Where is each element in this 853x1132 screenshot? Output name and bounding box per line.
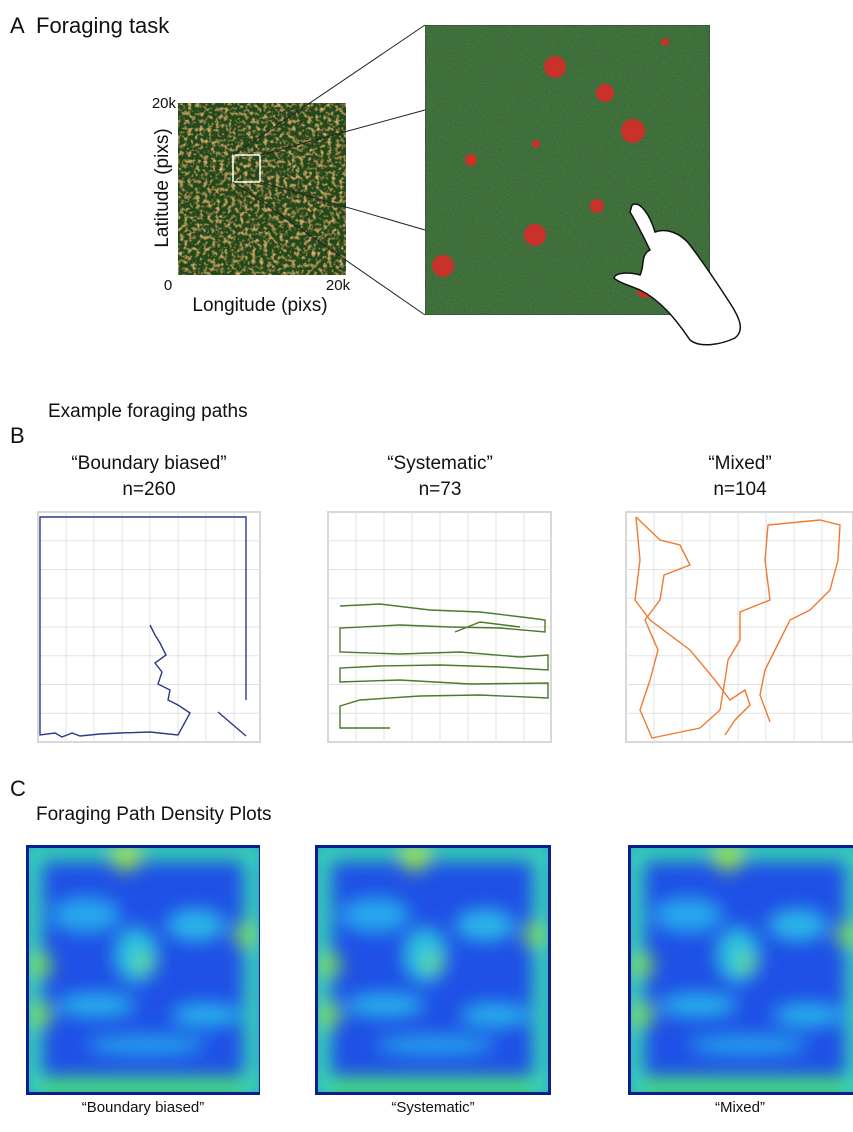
plot-title: “Boundary biased” <box>71 453 226 474</box>
path-systematic <box>340 604 548 728</box>
path-boundary <box>218 712 246 736</box>
plot-count: n=104 <box>713 479 767 500</box>
density-plot <box>20 839 268 1101</box>
x-axis-label: Longitude (pixs) <box>192 295 327 316</box>
density-plot <box>622 839 853 1101</box>
panel-title: Foraging Path Density Plots <box>36 804 272 825</box>
plot-caption: “Systematic” <box>391 1099 474 1116</box>
panel-title: Example foraging paths <box>48 401 248 422</box>
overview-map <box>178 103 346 275</box>
panel-letter: B <box>10 423 25 448</box>
panel-letter: A <box>10 13 25 38</box>
y-axis-label: Latitude (pixs) <box>152 128 173 247</box>
plot-title: “Mixed” <box>708 453 771 474</box>
tick-label: 0 <box>164 277 172 294</box>
figure: A Foraging task Latitude (pixs) 20k 0 20… <box>0 0 853 1132</box>
panel-letter: C <box>10 776 26 801</box>
path-mixed <box>635 517 750 735</box>
plot-caption: “Mixed” <box>715 1099 765 1116</box>
panel-title: Foraging task <box>36 13 170 38</box>
plot-caption: “Boundary biased” <box>82 1099 205 1116</box>
tick-label: 20k <box>326 277 351 294</box>
tick-label: 20k <box>152 95 177 112</box>
plot-count: n=260 <box>122 479 175 500</box>
density-plot <box>309 839 557 1101</box>
plot-count: n=73 <box>419 479 462 500</box>
plot-title: “Systematic” <box>387 453 493 474</box>
